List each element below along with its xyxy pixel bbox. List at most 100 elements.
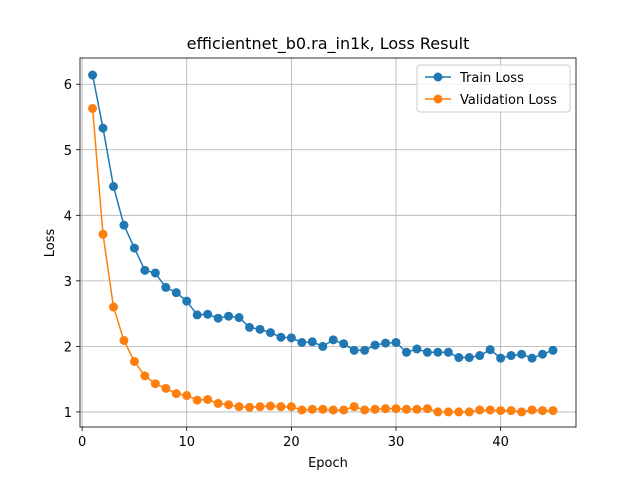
validation-loss-point (443, 407, 453, 417)
x-tick-label: 10 (178, 435, 195, 450)
chart-title: efficientnet_b0.ra_in1k, Loss Result (187, 34, 470, 54)
train-loss-point (391, 337, 401, 347)
train-loss-legend-label: Train Loss (459, 71, 524, 86)
validation-loss-point (286, 402, 296, 412)
axis-ticks: 0 10 20 30 40 1 2 3 4 5 6 (64, 78, 509, 450)
validation-loss-point (129, 356, 139, 366)
validation-loss-point (297, 405, 307, 415)
legend-box (416, 64, 571, 113)
train-loss-series (88, 70, 558, 363)
validation-loss-point (307, 404, 317, 414)
validation-loss-point (506, 406, 516, 416)
train-loss-point (412, 344, 422, 354)
validation-loss-point (328, 405, 338, 415)
legend: Train Loss Validation Loss (416, 64, 571, 113)
validation-loss-point (255, 402, 265, 412)
validation-loss-point (538, 406, 548, 416)
train-loss-point (171, 288, 181, 298)
validation-loss-point (496, 406, 506, 416)
validation-loss-point (203, 394, 213, 404)
train-loss-point (255, 324, 265, 334)
y-axis-label: Loss (43, 229, 58, 258)
train-loss-point (538, 349, 548, 359)
validation-loss-point (517, 407, 527, 417)
train-loss-point (234, 313, 244, 323)
train-loss-point (276, 332, 286, 342)
train-loss-point (527, 353, 537, 363)
validation-loss-point (370, 404, 380, 414)
x-tick-label: 40 (492, 435, 509, 450)
y-tick-label: 6 (64, 78, 72, 93)
validation-loss-point (88, 103, 98, 113)
validation-loss-point (318, 404, 328, 414)
train-loss-point (224, 311, 234, 321)
train-loss-point (307, 337, 317, 347)
train-loss-point (401, 347, 411, 357)
validation-loss-legend-marker (433, 94, 443, 104)
train-loss-point (108, 181, 118, 191)
x-tick-label: 30 (388, 435, 405, 450)
train-loss-point (443, 347, 453, 357)
train-loss-point (182, 296, 192, 306)
train-loss-point (150, 268, 160, 278)
validation-loss-legend-label: Validation Loss (460, 93, 557, 108)
y-tick-label: 4 (64, 209, 72, 224)
validation-loss-point (161, 383, 171, 393)
validation-loss-point (391, 404, 401, 414)
validation-loss-point (276, 402, 286, 412)
y-tick-label: 3 (64, 275, 72, 290)
train-loss-point (286, 333, 296, 343)
validation-loss-point (454, 407, 464, 417)
validation-loss-point (108, 302, 118, 312)
validation-loss-point (548, 406, 558, 416)
validation-loss-series (88, 103, 558, 417)
validation-loss-point (464, 407, 474, 417)
train-loss-point (297, 337, 307, 347)
train-loss-point (245, 322, 255, 332)
y-tick-label: 2 (64, 340, 72, 355)
x-axis-label: Epoch (308, 456, 348, 471)
train-loss-point (454, 353, 464, 363)
validation-loss-point (349, 402, 359, 412)
train-loss-point (203, 309, 213, 319)
train-loss-point (475, 351, 485, 361)
train-loss-point (192, 310, 202, 320)
train-loss-point (485, 345, 495, 355)
series-layer (88, 70, 558, 417)
train-loss-point (506, 351, 516, 361)
train-loss-point (548, 345, 558, 355)
train-loss-legend-marker (433, 72, 443, 82)
validation-loss-point (422, 404, 432, 414)
validation-loss-point (433, 407, 443, 417)
train-loss-point (265, 328, 275, 338)
train-loss-point (517, 349, 527, 359)
train-loss-point (422, 347, 432, 357)
train-loss-point (360, 345, 370, 355)
y-tick-label: 1 (64, 406, 72, 421)
validation-loss-point (150, 379, 160, 389)
validation-loss-point (381, 404, 391, 414)
train-loss-point (370, 340, 380, 350)
train-loss-point (328, 335, 338, 345)
train-loss-point (88, 70, 98, 80)
validation-loss-point (98, 229, 108, 239)
train-loss-point (464, 353, 474, 363)
validation-loss-point (245, 402, 255, 412)
train-loss-point (161, 282, 171, 292)
validation-loss-point (192, 395, 202, 405)
validation-loss-point (140, 371, 150, 381)
train-loss-point (339, 339, 349, 349)
y-tick-label: 5 (64, 144, 72, 159)
validation-loss-point (234, 402, 244, 412)
validation-loss-point (182, 391, 192, 401)
validation-loss-point (401, 404, 411, 414)
validation-loss-point (213, 398, 223, 408)
x-tick-label: 0 (78, 435, 86, 450)
train-loss-point (98, 123, 108, 133)
x-tick-label: 20 (283, 435, 300, 450)
validation-loss-point (360, 405, 370, 415)
validation-loss-point (485, 405, 495, 415)
train-loss-point (433, 347, 443, 357)
validation-loss-point (119, 335, 129, 345)
